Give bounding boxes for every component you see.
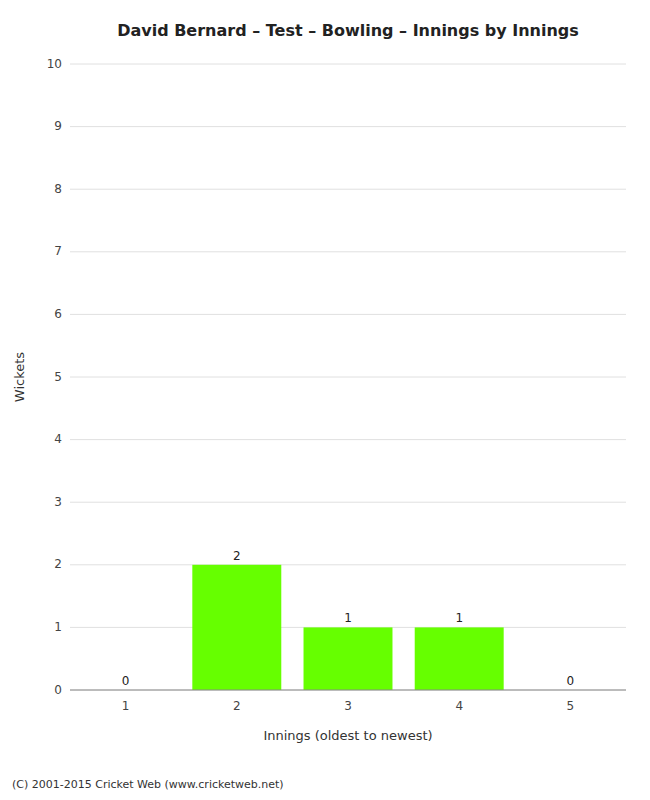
chart-title: David Bernard – Test – Bowling – Innings… xyxy=(117,21,579,40)
grid-line xyxy=(70,502,626,503)
x-axis: 1 2 3 4 5 xyxy=(70,690,626,713)
grid-line xyxy=(70,126,626,127)
bars xyxy=(192,565,503,690)
x-axis-line xyxy=(70,690,626,691)
y-tick-label: 10 xyxy=(47,57,62,71)
y-tick-label: 0 xyxy=(54,683,62,697)
bar xyxy=(192,565,281,690)
y-tick-label: 2 xyxy=(54,557,62,571)
x-tick-label: 2 xyxy=(233,699,241,713)
bar xyxy=(304,627,393,690)
chart-container: 0123456789100211012345David Bernard – Te… xyxy=(0,0,650,800)
y-tick-label: 9 xyxy=(54,119,62,133)
y-tick-label: 1 xyxy=(54,620,62,634)
chart-svg: 0123456789100211012345David Bernard – Te… xyxy=(0,0,650,800)
y-tick-label: 6 xyxy=(54,307,62,321)
grid-line xyxy=(70,64,626,65)
footer-note: (C) 2001-2015 Cricket Web (www.cricketwe… xyxy=(12,778,284,791)
grid-line xyxy=(70,564,626,565)
y-grid xyxy=(70,64,626,690)
data-label: 2 xyxy=(233,549,241,563)
grid-line xyxy=(70,377,626,378)
y-tick-label: 8 xyxy=(54,182,62,196)
data-label: 1 xyxy=(455,611,463,625)
x-tick-label: 3 xyxy=(344,699,352,713)
y-axis: 0 1 2 3 4 5 6 7 8 9 10 xyxy=(47,57,62,697)
y-tick-label: 7 xyxy=(54,244,62,258)
grid-line xyxy=(70,690,626,691)
bar xyxy=(415,627,504,690)
y-tick-label: 5 xyxy=(54,370,62,384)
data-label: 0 xyxy=(567,674,575,688)
x-tick-label: 1 xyxy=(122,699,130,713)
grid-line xyxy=(70,314,626,315)
y-tick-label: 3 xyxy=(54,495,62,509)
y-tick-label: 4 xyxy=(54,432,62,446)
data-label: 1 xyxy=(344,611,352,625)
grid-line xyxy=(70,439,626,440)
y-axis-label: Wickets xyxy=(12,352,27,402)
data-labels: 0 2 1 1 0 xyxy=(122,549,574,688)
data-label: 0 xyxy=(122,674,130,688)
grid-line xyxy=(70,189,626,190)
x-axis-label: Innings (oldest to newest) xyxy=(263,728,432,743)
x-tick-label: 4 xyxy=(455,699,463,713)
x-tick-label: 5 xyxy=(567,699,575,713)
grid-line xyxy=(70,251,626,252)
